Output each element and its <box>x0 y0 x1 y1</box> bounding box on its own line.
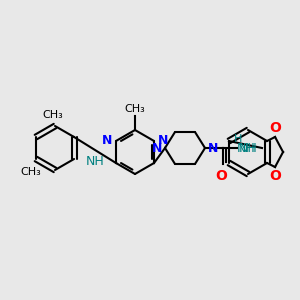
Text: NH: NH <box>85 155 104 168</box>
Text: N: N <box>152 142 162 154</box>
Text: N: N <box>102 134 112 146</box>
Text: CH₃: CH₃ <box>21 167 41 177</box>
Text: O: O <box>269 121 281 135</box>
Text: NH: NH <box>237 142 256 154</box>
Text: N: N <box>208 142 218 154</box>
Text: O: O <box>215 169 227 183</box>
Text: N: N <box>158 134 168 146</box>
Text: H: H <box>234 134 242 144</box>
Text: NH: NH <box>239 142 258 154</box>
Text: O: O <box>269 169 281 183</box>
Text: CH₃: CH₃ <box>124 104 146 114</box>
Text: CH₃: CH₃ <box>43 110 63 120</box>
